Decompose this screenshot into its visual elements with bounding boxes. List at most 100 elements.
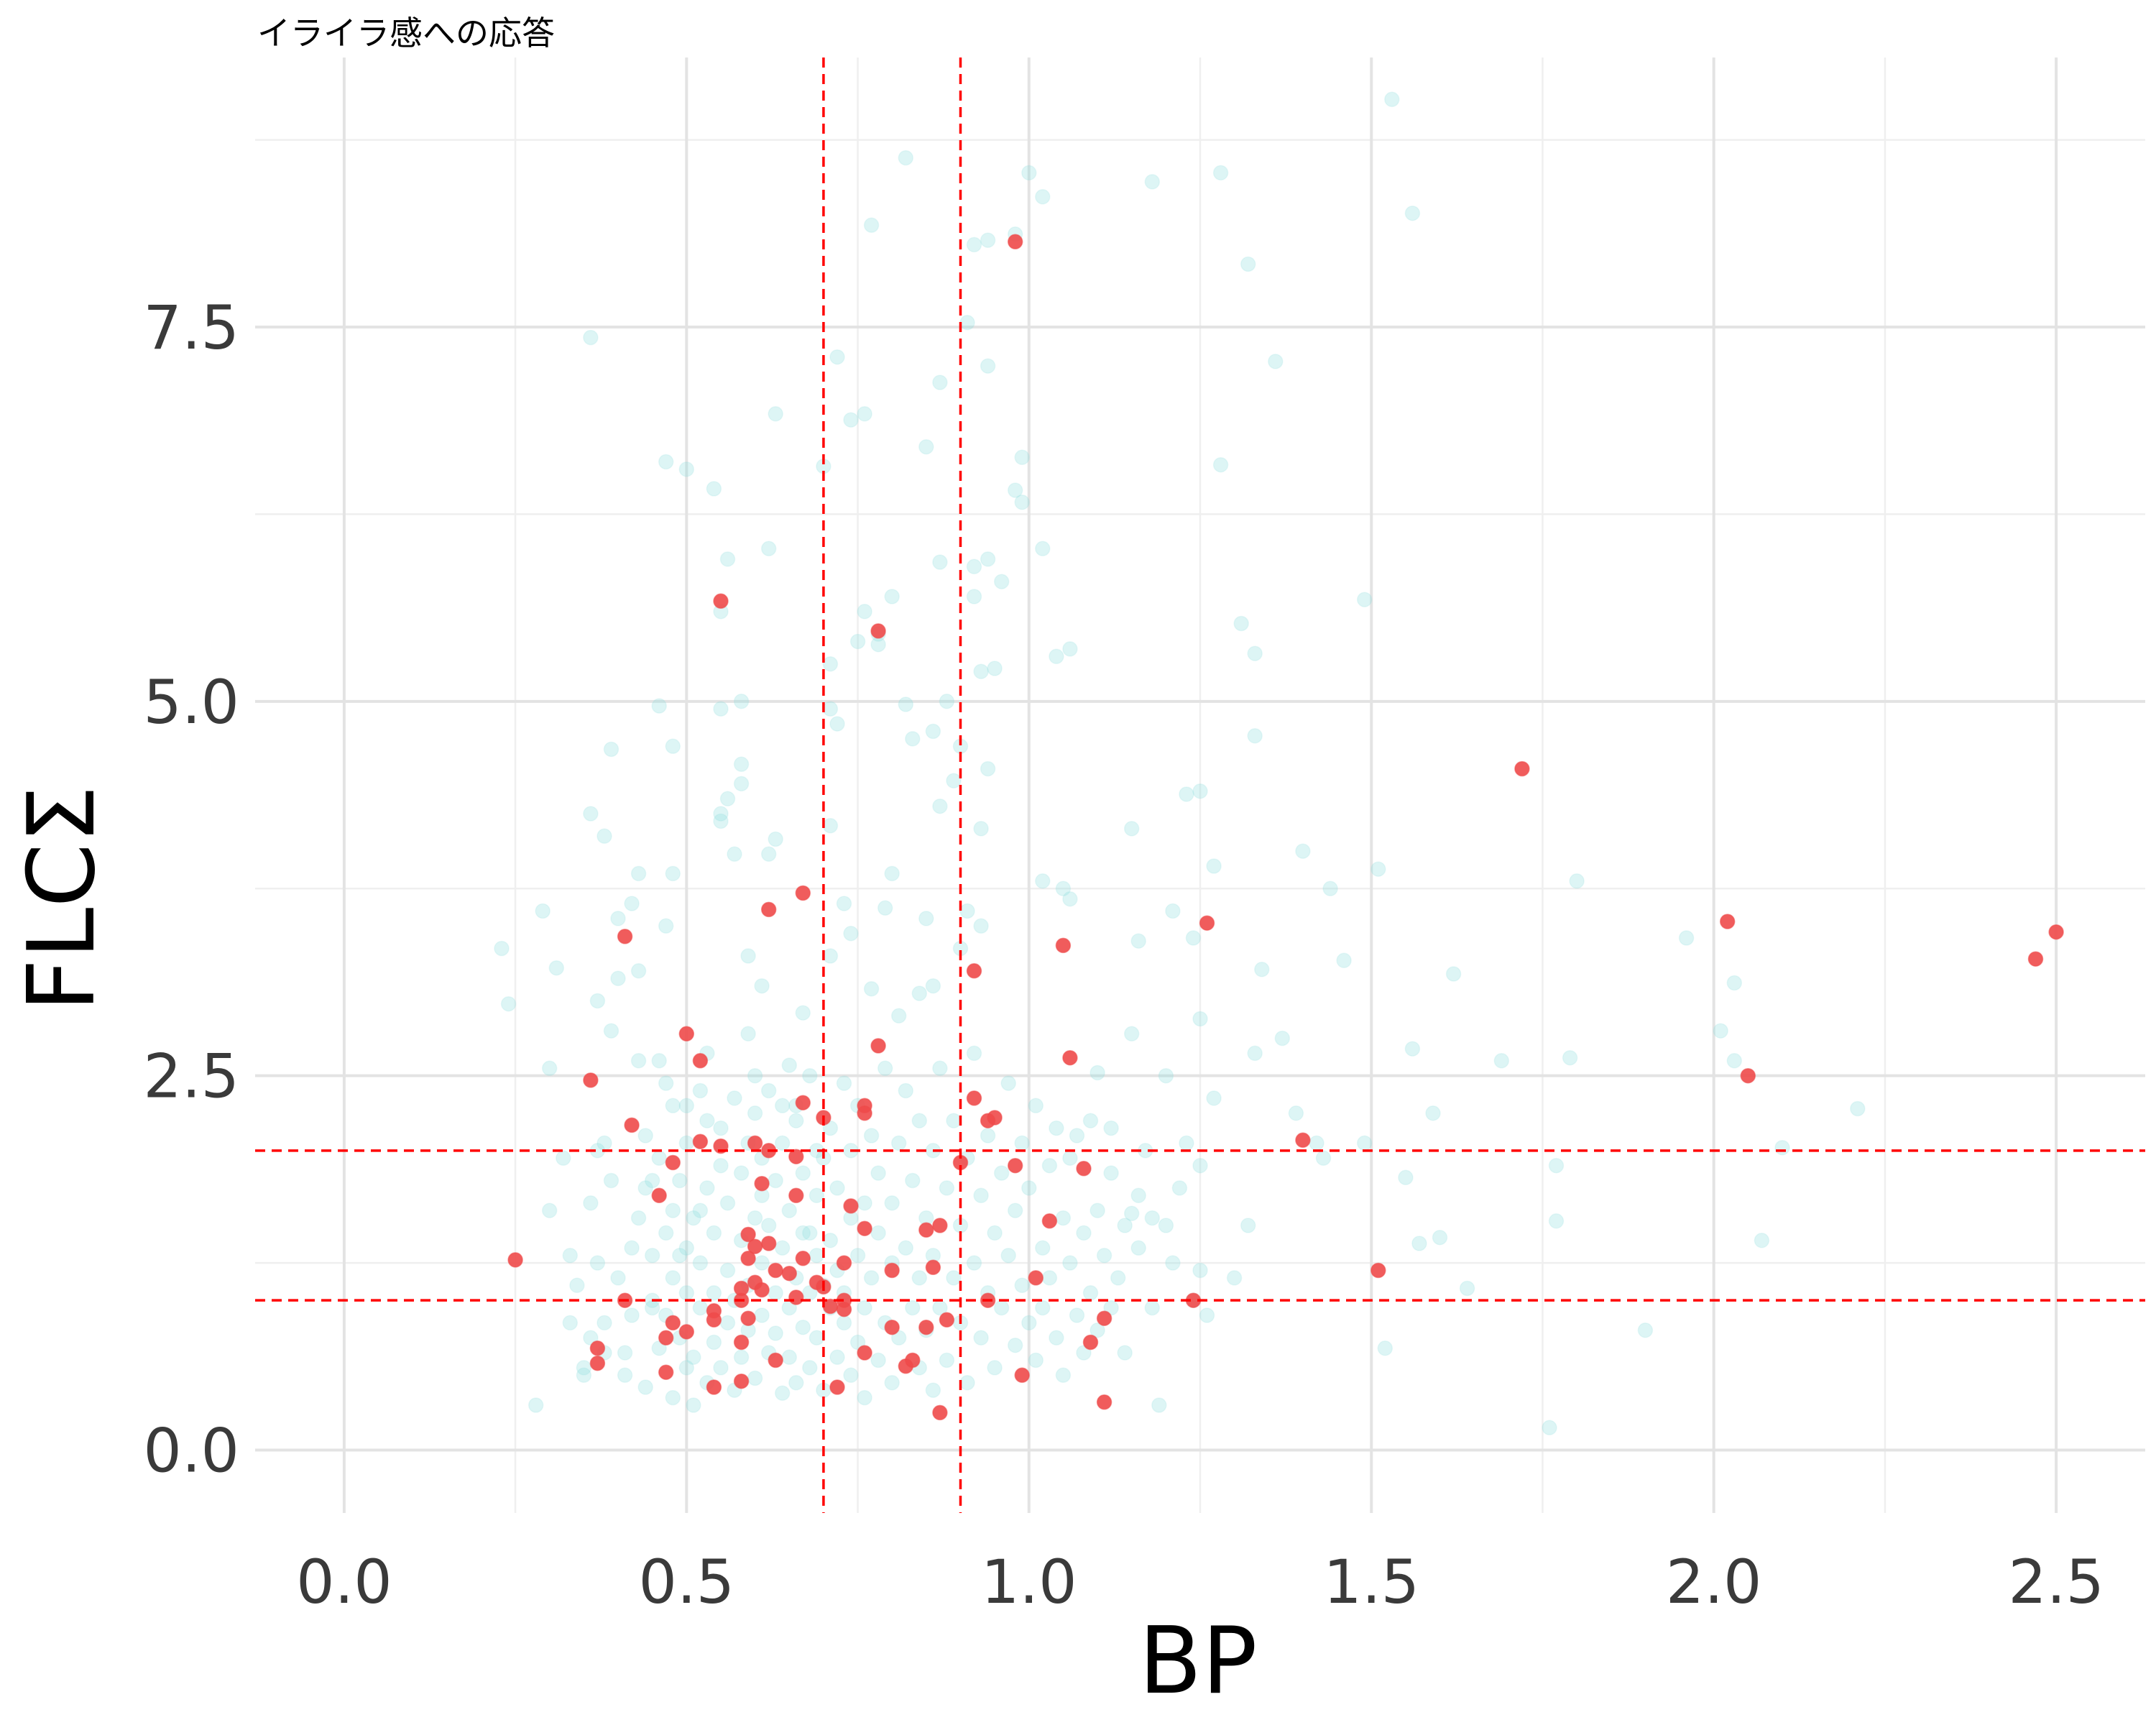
data-point: [637, 1128, 653, 1144]
data-point: [692, 1255, 709, 1271]
data-point: [1726, 975, 1743, 991]
data-point: [863, 981, 880, 997]
data-point: [637, 1180, 653, 1196]
data-point: [1096, 1247, 1112, 1264]
data-point: [1774, 1139, 1790, 1156]
x-tick-label: 2.0: [1666, 1547, 1762, 1617]
data-point: [884, 865, 900, 882]
data-point: [713, 1157, 729, 1174]
series-highlight-points: [507, 234, 2064, 1421]
data-point: [699, 1180, 715, 1196]
data-point: [727, 846, 742, 862]
data-point: [1049, 648, 1064, 665]
data-point: [1247, 728, 1263, 744]
data-point: [1007, 234, 1023, 250]
data-point: [1110, 1270, 1126, 1286]
data-point: [973, 1187, 989, 1204]
data-point: [884, 1319, 900, 1335]
data-point: [733, 1334, 750, 1351]
data-point: [678, 461, 695, 477]
data-point: [1240, 1218, 1256, 1233]
data-point: [857, 1195, 872, 1211]
data-point: [768, 1352, 783, 1368]
data-point: [966, 963, 982, 979]
data-point: [836, 1301, 852, 1317]
data-point: [760, 1082, 777, 1099]
data-point: [1542, 1420, 1557, 1436]
data-point: [1377, 1340, 1393, 1356]
data-point: [822, 1233, 839, 1248]
x-tick-label: 1.5: [1323, 1547, 1419, 1617]
x-axis-title: BP: [1139, 1608, 1258, 1715]
data-point: [1123, 1205, 1140, 1222]
data-point: [911, 1270, 928, 1286]
data-point: [610, 911, 626, 926]
data-point: [562, 1315, 579, 1331]
data-point: [829, 716, 845, 732]
data-point: [699, 1113, 715, 1128]
data-point: [788, 1187, 804, 1204]
data-point: [1199, 915, 1215, 931]
data-point: [966, 589, 982, 604]
data-point: [1165, 1255, 1181, 1271]
data-point: [713, 593, 729, 610]
data-point: [1404, 1041, 1421, 1057]
data-point: [686, 1349, 701, 1366]
data-point: [672, 1247, 688, 1264]
data-point: [1055, 1210, 1072, 1226]
data-point: [678, 1360, 695, 1376]
data-point: [1144, 174, 1161, 190]
data-point: [959, 315, 975, 331]
data-point: [829, 1180, 845, 1196]
data-point: [932, 1060, 948, 1077]
data-point: [1206, 1090, 1222, 1106]
data-point: [843, 926, 859, 942]
data-point: [1678, 930, 1695, 946]
data-point: [843, 1367, 859, 1384]
data-point: [1000, 1247, 1016, 1264]
data-point: [980, 358, 996, 374]
data-point: [672, 1172, 688, 1189]
data-point: [1404, 205, 1421, 221]
data-point: [898, 1082, 914, 1099]
data-point: [1055, 937, 1072, 954]
data-point: [1740, 1067, 1756, 1084]
data-point: [1425, 1105, 1441, 1121]
data-point: [617, 929, 633, 944]
data-point: [528, 1397, 544, 1413]
data-point: [678, 1026, 695, 1042]
data-point: [630, 865, 647, 882]
data-point: [877, 1060, 893, 1077]
data-point: [1014, 1277, 1030, 1294]
data-point: [754, 1307, 770, 1323]
data-point: [713, 1120, 729, 1136]
data-point: [1089, 1322, 1105, 1338]
data-point: [932, 554, 948, 570]
data-point: [589, 1355, 606, 1371]
data-point: [603, 1172, 619, 1189]
data-point: [692, 1053, 709, 1069]
data-point: [692, 1300, 709, 1316]
data-point: [1117, 1345, 1133, 1361]
data-point: [1035, 1300, 1051, 1316]
data-point: [706, 1225, 722, 1241]
data-point: [1062, 891, 1078, 907]
data-point: [556, 1150, 571, 1167]
data-point: [1028, 1352, 1044, 1368]
data-point: [1049, 1330, 1064, 1346]
data-point: [966, 558, 982, 575]
data-point: [541, 1202, 558, 1218]
data-point: [1315, 1150, 1332, 1167]
data-point: [1007, 1157, 1023, 1174]
data-point: [822, 701, 839, 717]
data-point: [890, 1135, 907, 1151]
data-point: [583, 1072, 599, 1088]
data-point: [747, 1238, 763, 1254]
x-tick-label: 1.0: [981, 1547, 1077, 1617]
data-point: [925, 978, 941, 994]
data-point: [905, 731, 921, 747]
data-point: [1041, 1157, 1058, 1174]
data-point: [706, 481, 722, 497]
chart-title: イライラ感への応答: [257, 14, 555, 52]
data-point: [583, 1195, 599, 1211]
